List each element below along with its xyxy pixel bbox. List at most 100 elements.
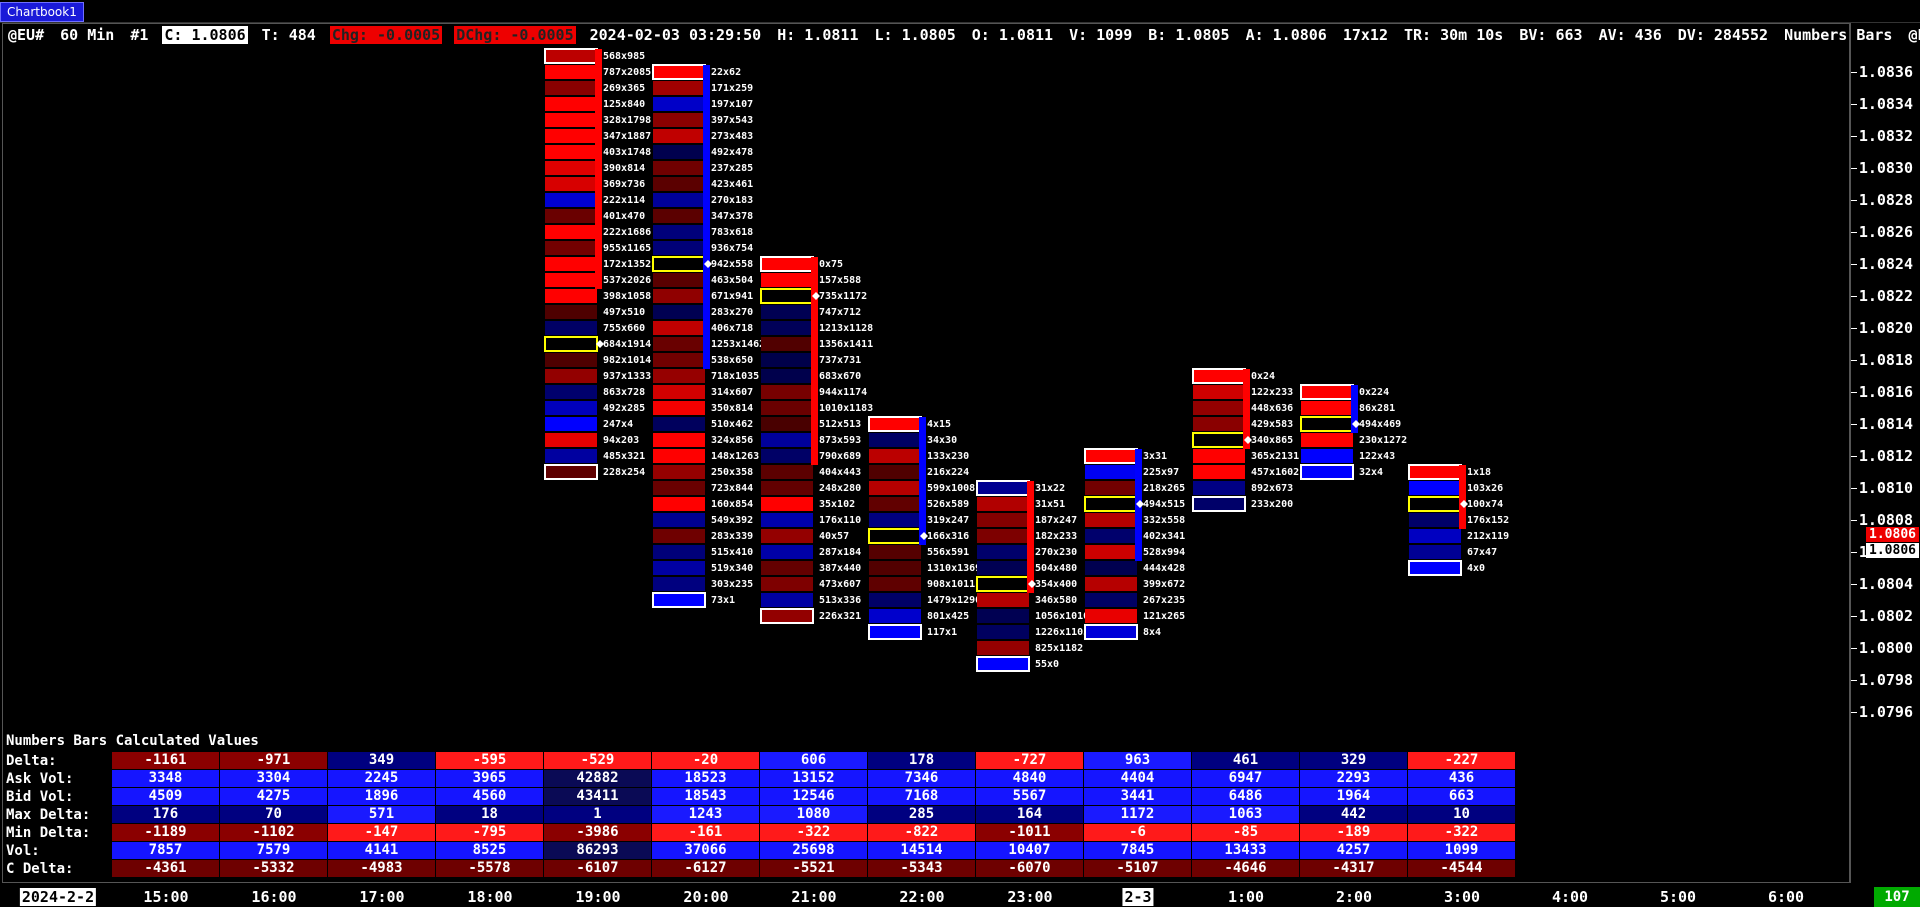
bar-cell-label: 228x254 [603,467,645,478]
bar-cell [653,577,705,591]
header-field: #1 [130,26,149,44]
bar-cell-label: 32x4 [1359,467,1383,478]
bar-cell-label: 401x470 [603,211,645,222]
calc-cell: 571 [328,806,435,823]
time-tick-label: 2:00 [1336,888,1372,906]
bar-cell-label: 390x814 [603,163,645,174]
bar-cell-label: 397x543 [711,115,753,126]
header-field: L: 1.0805 [874,26,956,44]
calc-cell: -1161 [112,752,219,769]
price-tick-label: 1.0800 [1858,639,1913,657]
calc-cell: 1964 [1300,788,1407,805]
bar-cell [544,464,598,480]
bar-cell-label: 787x2085 [603,67,651,78]
bar-cell-label: 100x74 [1467,499,1503,510]
time-tick-text: 1:00 [1227,888,1265,906]
bar-cell [1409,481,1461,495]
calc-row-label: Vol: [6,843,40,859]
calc-cell: -6 [1084,824,1191,841]
bar-cell-label: 121x265 [1143,611,1185,622]
candle-body [1243,369,1250,449]
calc-cell: 14514 [868,842,975,859]
time-tick-label: 22:00 [899,888,944,906]
calc-cell: -1011 [976,824,1083,841]
price-tick-mark [1851,168,1857,169]
bar-cell [1192,496,1246,512]
bar-cell-label: 1253x1462 [711,339,765,350]
poc-diamond [1244,436,1252,444]
bar-cell-label: 671x941 [711,291,753,302]
price-tick-mark [1851,328,1857,329]
bar-cell [653,81,705,95]
calc-values-title: Numbers Bars Calculated Values [6,733,259,749]
bar-cell [545,369,597,383]
bar-cell-label: 55x0 [1035,659,1059,670]
price-tick-label: 1.0836 [1858,63,1913,81]
bar-cell [545,241,597,255]
price-tick-label: 1.0802 [1858,607,1913,625]
bar-cell [761,433,813,447]
calc-cell: -161 [652,824,759,841]
calc-cell: 436 [1408,770,1515,787]
calc-cell: -20 [652,752,759,769]
header-field: 60 Min [60,26,115,44]
header-field: H: 1.0811 [777,26,859,44]
bar-cell [545,353,597,367]
header-field: B: 1.0805 [1148,26,1230,44]
bar-cell-label: 4x15 [927,419,951,430]
bar-cell [653,513,705,527]
calc-cell: 13433 [1192,842,1299,859]
bar-cell [653,401,705,415]
bar-cell-label: 222x114 [603,195,645,206]
calc-row-label: Max Delta: [6,807,91,823]
bar-cell-label: 684x1914 [603,339,651,350]
time-axis[interactable]: 2024-2-2 15:00 16:00 17:00 18:00 19:00 20:00 21… [0,883,1920,907]
price-tick-label: 1.0804 [1858,575,1913,593]
bar-cell [761,449,813,463]
bar-cell-label: 1213x1128 [819,323,873,334]
bar-cell-label: 0x75 [819,259,843,270]
bar-cell-label: 73x1 [711,595,735,606]
time-tick-text: 17:00 [359,888,405,906]
time-tick-label: 15:00 [143,888,188,906]
bar-cell-label: 512x513 [819,419,861,430]
candle-body [595,49,602,289]
bar-cell [1193,481,1245,495]
chart-area[interactable] [2,23,1850,883]
price-tick-label: 1.0818 [1858,351,1913,369]
calc-cell: 1172 [1084,806,1191,823]
header-field: BV: 663 [1519,26,1583,44]
time-tick-text: 6:00 [1767,888,1805,906]
bar-cell [545,385,597,399]
bar-cell-label: 233x200 [1251,499,1293,510]
bar-cell [761,385,813,399]
price-tick-mark [1851,584,1857,585]
price-axis[interactable]: 1.0836 1.0834 1.0832 1.0830 1.0828 1.0826 1.08… [1850,23,1920,883]
time-tick-text: 21:00 [791,888,837,906]
bar-cell [761,401,813,415]
bar-cell [977,497,1029,511]
bar-cell-label: 387x440 [819,563,861,574]
bar-cell-label: 801x425 [927,611,969,622]
time-tick-text: 19:00 [575,888,621,906]
corner-counter: 107 [1874,887,1920,907]
bar-cell [1301,433,1353,447]
bar-cell-label: 218x265 [1143,483,1185,494]
price-tick-mark [1851,520,1857,521]
bar-cell [544,48,598,64]
bar-cell [1085,481,1137,495]
bar-cell-label: 683x670 [819,371,861,382]
bar-cell [761,593,813,607]
bar-cell [653,305,705,319]
bar-cell [653,145,705,159]
price-tick-mark [1851,424,1857,425]
time-tick-label: 1:00 [1228,888,1264,906]
bar-cell-label: 31x51 [1035,499,1065,510]
price-tick-label: 1.0834 [1858,95,1913,113]
bar-cell-label: 942x558 [711,259,753,270]
bar-cell [977,593,1029,607]
last-price-white: 1.0806 [1866,543,1919,558]
tab-chartbook[interactable]: Chartbook1 [0,2,84,22]
calc-cell: 963 [1084,752,1191,769]
calc-cell: 18 [436,806,543,823]
